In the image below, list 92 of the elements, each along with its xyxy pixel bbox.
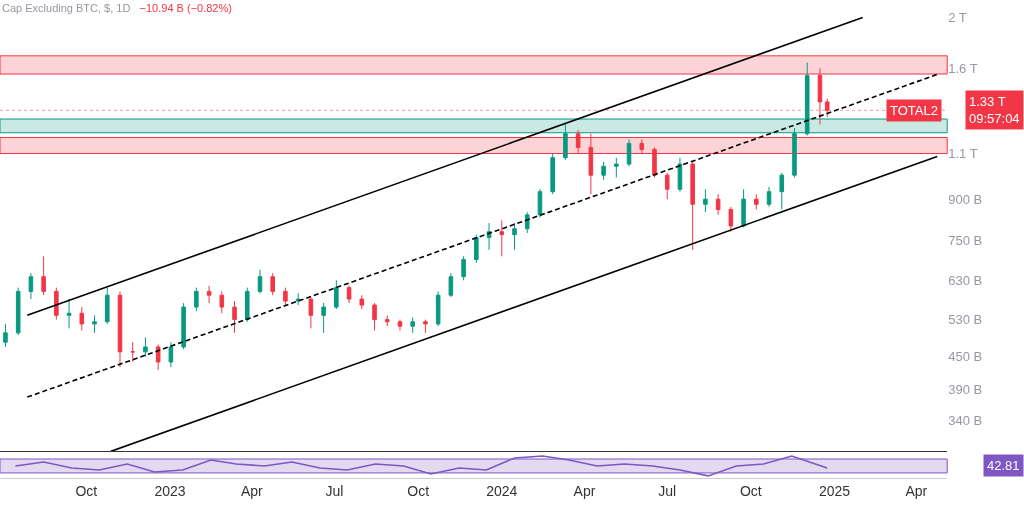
y-tick-label: 530 B [948,312,983,328]
candlestick [575,129,581,154]
y-tick-label: 1.1 T [948,146,978,162]
candlestick [677,157,683,193]
y-tick-label: 390 B [948,381,983,397]
candlestick [270,272,275,296]
candlestick [524,211,530,234]
text: 42.81 [987,458,1020,473]
x-tick-label: Oct [407,482,430,499]
candlestick [703,188,708,213]
candlestick [15,287,21,336]
candlestick [283,287,288,306]
candlestick [206,285,212,304]
candlestick [372,302,377,332]
candlestick [792,127,797,178]
y-tick-label: 450 B [948,349,983,365]
candlestick [754,193,759,210]
candlestick [435,290,441,327]
candlestick [766,186,772,208]
candlestick [232,300,237,334]
chart-subtitle: −10.94 B (−0.82%) [139,2,232,14]
x-tick-label: Apr [905,482,928,499]
x-tick-label: 2023 [154,482,186,499]
candlestick [728,206,734,233]
candlestick [448,272,454,298]
candlestick [741,188,746,228]
candlestick [168,341,174,368]
candlestick [66,298,72,329]
candlestick [423,319,428,334]
y-tick-label: 900 B [948,191,983,207]
x-tick-label: Oct [75,482,98,499]
x-tick-label: Jul [658,482,677,499]
candlestick [194,287,199,312]
x-tick-label: Jul [325,482,344,499]
candlestick [117,290,123,368]
candlestick [397,319,403,332]
candlestick [244,287,250,323]
candlestick [499,219,505,257]
candlestick [537,188,543,219]
candlestick [257,269,263,294]
candlestick [652,146,657,178]
candlestick [28,272,34,300]
candlestick [219,290,225,314]
candlestick [181,302,186,350]
x-tick-label: Apr [573,482,596,499]
y-tick-label: 2 T [948,10,967,26]
candlestick [295,292,301,306]
candlestick [321,302,326,334]
candlestick [104,287,110,325]
x-tick-label: 2024 [486,482,518,499]
x-tick-label: Apr [240,482,264,499]
x-tick-label: 2025 [818,482,851,499]
ref-line-label: TOTAL2 [890,103,938,118]
candlestick [715,193,721,216]
text: 1.33 T [969,94,1006,109]
y-tick-label: 1.6 T [948,60,978,76]
y-tick-label: 750 B [948,233,983,249]
candlestick [690,161,695,251]
candlestick [817,67,823,125]
candlestick [474,234,479,264]
candlestick [639,138,645,154]
candlestick [346,285,352,304]
candlestick [3,323,8,348]
candlestick [779,172,785,210]
candlestick [550,153,555,195]
candlestick [308,296,314,329]
candlestick [588,133,594,195]
candlestick [626,138,632,167]
candlestick [130,341,135,363]
candlestick [664,172,670,200]
chart-title: Cap Excluding BTC, $, 1D [2,2,131,14]
candlestick [410,316,415,334]
y-tick-label: 340 B [948,413,983,429]
candlestick [384,314,390,327]
candlestick [804,62,810,137]
candlestick [563,122,568,161]
candlestick [461,255,466,281]
candlestick [54,287,59,321]
candlestick [359,294,365,310]
candlestick [79,306,85,332]
text: 09:57:04 [969,110,1020,126]
candlestick [512,222,517,251]
candlestick [334,279,339,310]
candlestick [614,157,619,178]
candlestick [601,161,606,181]
candlestick [155,344,161,371]
candlestick [92,314,97,334]
y-tick-label: 630 B [948,272,983,288]
candlestick [824,98,830,118]
candlestick [41,255,46,296]
x-tick-label: Oct [739,482,762,499]
candlestick [143,336,148,358]
